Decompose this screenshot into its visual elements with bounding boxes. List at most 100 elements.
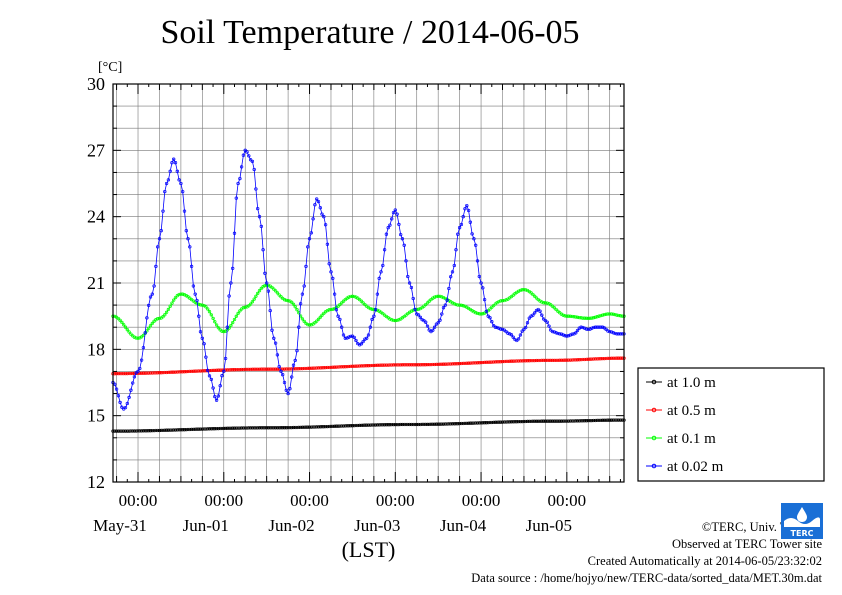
series-point xyxy=(284,298,288,303)
series-point xyxy=(295,308,299,312)
series-point xyxy=(218,368,222,372)
series-point xyxy=(132,375,137,379)
series-point xyxy=(170,428,174,432)
series-point xyxy=(252,167,256,172)
series-point xyxy=(438,318,442,322)
series-point xyxy=(608,418,612,422)
series-point xyxy=(427,422,431,427)
series-point xyxy=(543,419,548,423)
series-point xyxy=(293,367,297,371)
series-point xyxy=(506,359,510,364)
series-point xyxy=(359,299,364,303)
series-point xyxy=(574,315,578,319)
series-point xyxy=(245,367,249,372)
series-point xyxy=(291,363,296,367)
series-point xyxy=(565,419,569,423)
series-point xyxy=(177,428,181,432)
series-point xyxy=(315,366,319,370)
series-point xyxy=(549,328,553,332)
series-point xyxy=(234,367,238,372)
series-point xyxy=(400,237,405,241)
series-point xyxy=(424,363,428,367)
series-point xyxy=(338,317,342,322)
series-point xyxy=(325,242,330,246)
series-point xyxy=(575,419,580,423)
series-point xyxy=(145,316,149,320)
series-point xyxy=(325,308,330,313)
series-point xyxy=(284,426,288,430)
series-point xyxy=(406,422,410,427)
series-point xyxy=(209,377,213,382)
series-point xyxy=(550,358,555,363)
series-point xyxy=(147,303,151,308)
series-point xyxy=(127,395,131,400)
series-point xyxy=(361,301,365,305)
series-point xyxy=(613,312,617,317)
series-point xyxy=(179,428,183,432)
series-point xyxy=(452,422,456,426)
series-point xyxy=(120,371,124,376)
series-point xyxy=(297,325,301,329)
series-point xyxy=(588,418,592,423)
series-point xyxy=(356,423,360,428)
series-point xyxy=(338,365,342,369)
series-point xyxy=(595,357,599,361)
series-point xyxy=(327,365,331,370)
series-point xyxy=(420,422,424,427)
series-point xyxy=(118,371,122,376)
series-point xyxy=(606,418,610,422)
series-point xyxy=(440,295,444,299)
series-point xyxy=(541,358,546,363)
series-point xyxy=(198,427,203,431)
series-point xyxy=(206,368,210,373)
series-point xyxy=(611,418,615,422)
series-point xyxy=(425,422,430,427)
series-point xyxy=(300,317,305,321)
series-point xyxy=(570,358,574,362)
series-point xyxy=(566,334,571,338)
series-point xyxy=(343,365,347,369)
series-point xyxy=(118,318,122,322)
series-point xyxy=(191,369,196,373)
series-point xyxy=(581,357,585,362)
series-point xyxy=(425,324,430,328)
series-point xyxy=(209,427,213,431)
series-point xyxy=(359,342,364,346)
series-point xyxy=(114,429,119,433)
series-point xyxy=(490,305,494,309)
series-point xyxy=(547,324,551,328)
series-point xyxy=(386,226,390,230)
series-point xyxy=(427,328,431,332)
series-point xyxy=(182,428,187,432)
series-point xyxy=(263,426,267,430)
series-point xyxy=(172,157,176,161)
series-point xyxy=(533,419,537,423)
series-point xyxy=(166,178,171,182)
series-point xyxy=(231,426,235,430)
series-point xyxy=(214,368,219,372)
chart-title: Soil Temperature / 2014-06-05 xyxy=(160,14,580,51)
series-point xyxy=(606,356,610,361)
series-point xyxy=(602,356,606,361)
series-point xyxy=(277,364,281,369)
series-point xyxy=(257,289,262,293)
series-point xyxy=(468,220,472,224)
series-point xyxy=(279,426,283,430)
series-point xyxy=(311,425,315,429)
series-point xyxy=(391,422,396,427)
series-point xyxy=(618,314,623,318)
series-point xyxy=(454,248,458,252)
created-text: Created Automatically at 2014-06-05/23:3… xyxy=(587,554,822,568)
series-point xyxy=(424,320,428,324)
series-point xyxy=(375,292,380,296)
series-point xyxy=(479,281,483,285)
series-point xyxy=(465,203,469,208)
series-point xyxy=(388,423,392,427)
series-point xyxy=(173,161,178,165)
series-point xyxy=(373,363,378,368)
series-point xyxy=(127,429,131,433)
series-point xyxy=(352,335,356,340)
series-point xyxy=(170,370,174,374)
series-point xyxy=(443,303,447,307)
series-point xyxy=(184,427,188,432)
